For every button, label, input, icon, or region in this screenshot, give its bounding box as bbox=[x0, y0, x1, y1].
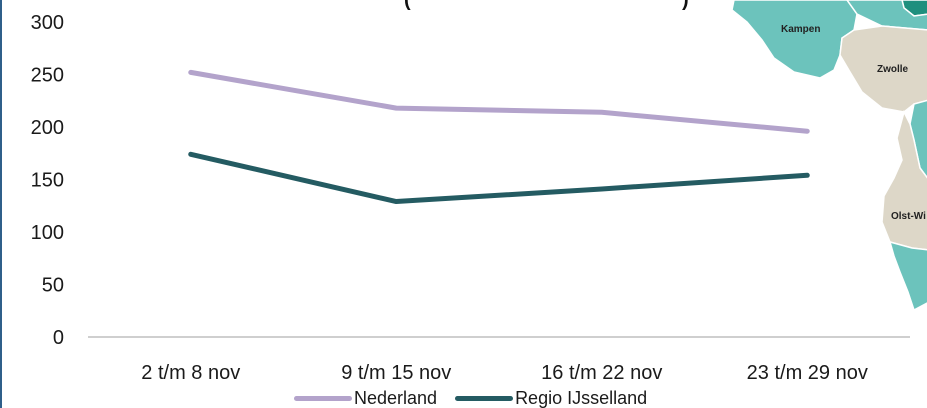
chart-title-fragment-end: ) bbox=[682, 0, 689, 11]
x-tick-label: 23 t/m 29 nov bbox=[747, 362, 868, 384]
legend-item-nederland: Nederland bbox=[294, 388, 437, 408]
x-axis: 2 t/m 8 nov 9 t/m 15 nov 16 t/m 22 nov 23 t… bbox=[141, 362, 868, 384]
y-tick-label: 150 bbox=[31, 170, 64, 192]
series-layer bbox=[188, 69, 810, 205]
legend-label-ijsselland: Regio IJsselland bbox=[515, 387, 648, 408]
map-region-top-teal bbox=[731, 0, 858, 79]
y-tick-label: 50 bbox=[42, 275, 64, 297]
y-tick-label: 200 bbox=[31, 117, 64, 139]
chart-title-fragment: ( bbox=[404, 0, 411, 11]
legend: Nederland Regio IJsselland bbox=[294, 388, 647, 408]
series-line-regio-ijsselland bbox=[188, 151, 810, 205]
map-label-olst: Olst-Wi bbox=[891, 211, 926, 222]
y-tick-label: 300 bbox=[31, 12, 64, 34]
y-tick-label: 100 bbox=[31, 222, 64, 244]
map-label-kampen: Kampen bbox=[781, 24, 820, 35]
map-region-bottom-teal bbox=[888, 240, 927, 312]
legend-item-ijsselland: Regio IJsselland bbox=[455, 388, 647, 408]
legend-swatch-nederland bbox=[294, 395, 352, 401]
series-line-nederland bbox=[188, 69, 810, 134]
legend-swatch-ijsselland bbox=[455, 395, 514, 401]
region-map: Kampen Zwolle Olst-Wi bbox=[731, 0, 927, 312]
x-tick-label: 9 t/m 15 nov bbox=[341, 362, 451, 384]
map-label-zwolle: Zwolle bbox=[877, 64, 909, 75]
legend-label-nederland: Nederland bbox=[354, 387, 438, 408]
y-tick-label: 0 bbox=[53, 327, 64, 349]
y-tick-label: 250 bbox=[31, 65, 64, 87]
y-axis: 0 50 100 150 200 250 300 bbox=[31, 12, 64, 349]
map-region-zwolle bbox=[839, 25, 927, 113]
x-tick-label: 2 t/m 8 nov bbox=[141, 362, 240, 384]
x-tick-label: 16 t/m 22 nov bbox=[541, 362, 662, 384]
map-region-upper-teal bbox=[846, 0, 927, 31]
